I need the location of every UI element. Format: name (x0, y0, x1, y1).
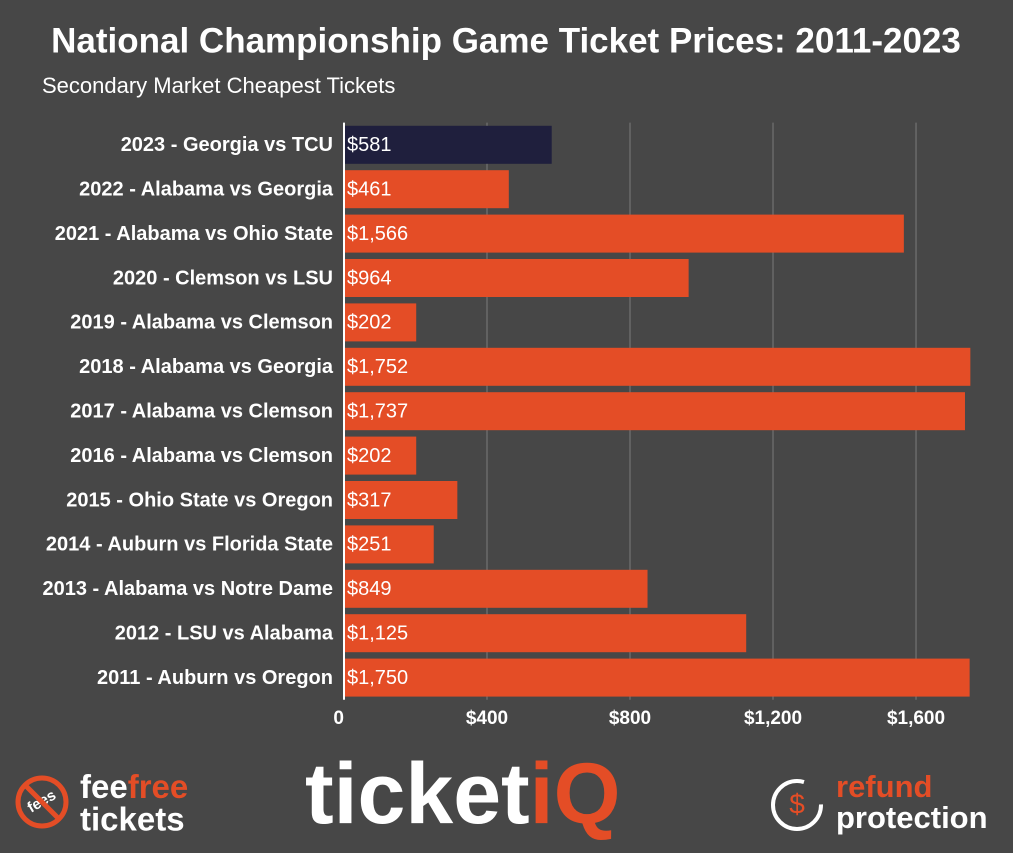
bar (344, 392, 965, 431)
value-label: $849 (347, 578, 392, 600)
value-label: $1,737 (347, 400, 408, 422)
value-label: $461 (347, 178, 392, 200)
logo-text: protection (836, 800, 988, 835)
x-tick-label: $1,200 (744, 708, 802, 729)
bar (344, 569, 648, 608)
value-label: $581 (347, 134, 392, 156)
y-tick-label: 2011 - Auburn vs Oregon (97, 667, 333, 689)
y-tick-label: 2019 - Alabama vs Clemson (70, 312, 333, 334)
y-tick-label: 2021 - Alabama vs Ohio State (55, 223, 333, 245)
bar (344, 214, 904, 253)
y-tick-label: 2017 - Alabama vs Clemson (70, 400, 333, 422)
bar (344, 436, 417, 475)
value-label: $1,125 (347, 622, 408, 644)
footer: fees feefree tickets ticketiQ $ refund p… (15, 746, 988, 842)
x-tick-label: $800 (609, 708, 651, 729)
x-tick-label: $1,600 (887, 708, 945, 729)
logo-text: tickets (80, 801, 185, 838)
refund-icon (771, 779, 823, 831)
logo-part: fee (80, 768, 128, 805)
logo-text: ticketiQ (305, 746, 620, 842)
refund-icon-text: $ (789, 788, 805, 819)
bar (344, 614, 747, 653)
bar (344, 170, 509, 209)
chart-title: National Championship Game Ticket Prices… (51, 21, 961, 60)
logo-part: free (128, 768, 189, 805)
fee-icon-slash (23, 783, 61, 821)
value-label: $317 (347, 489, 392, 511)
value-label: $251 (347, 534, 392, 556)
y-tick-label: 2014 - Auburn vs Florida State (46, 534, 333, 556)
y-tick-label: 2022 - Alabama vs Georgia (79, 178, 334, 200)
bar (344, 658, 970, 697)
bar (344, 303, 417, 342)
value-label: $202 (347, 445, 392, 467)
bar (344, 259, 689, 297)
value-label: $1,750 (347, 667, 408, 689)
y-tick-label: 2018 - Alabama vs Georgia (79, 356, 334, 378)
chart-subtitle: Secondary Market Cheapest Tickets (42, 73, 395, 98)
value-label: $1,752 (347, 356, 408, 378)
bar (344, 347, 971, 386)
y-tick-label: 2023 - Georgia vs TCU (121, 134, 333, 156)
value-label: $964 (347, 267, 392, 289)
y-tick-label: 2012 - LSU vs Alabama (115, 622, 334, 644)
x-tick-label: 0 (333, 708, 344, 729)
y-tick-label: 2013 - Alabama vs Notre Dame (42, 578, 333, 600)
x-tick-label: $400 (466, 708, 508, 729)
plot: 0 $400 $800 $1,200 $1,600 2023 - Georgia vs T… (42, 122, 971, 729)
value-label: $1,566 (347, 223, 408, 245)
bar (344, 525, 434, 564)
fee-icon (15, 775, 69, 829)
y-tick-label: 2016 - Alabama vs Clemson (70, 445, 333, 467)
logo-part: iQ (530, 746, 621, 842)
y-tick-label: 2015 - Ohio State vs Oregon (66, 489, 333, 511)
value-label: $202 (347, 312, 392, 334)
bar (344, 125, 552, 164)
logo-part: ticket (305, 746, 530, 842)
y-tick-label: 2020 - Clemson vs LSU (113, 267, 333, 289)
logo-text: feefree (80, 768, 188, 805)
bar (344, 481, 458, 519)
logo-text: refund (836, 769, 932, 804)
